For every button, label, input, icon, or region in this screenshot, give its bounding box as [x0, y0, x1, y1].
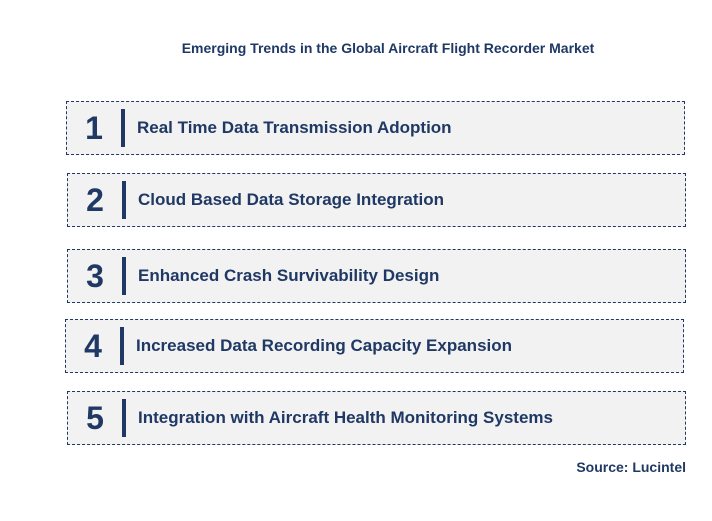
trend-divider: [121, 109, 125, 147]
trend-item-3: 3 Enhanced Crash Survivability Design: [67, 249, 686, 303]
trend-label: Enhanced Crash Survivability Design: [138, 266, 440, 285]
trend-number: 2: [86, 181, 104, 218]
trend-label: Cloud Based Data Storage Integration: [138, 190, 445, 209]
diagram-title: Emerging Trends in the Global Aircraft F…: [181, 40, 595, 56]
trend-label: Integration with Aircraft Health Monitor…: [138, 408, 553, 427]
trend-item-5: 5 Integration with Aircraft Health Monit…: [67, 391, 686, 445]
trend-divider: [122, 399, 126, 437]
trend-number: 1: [85, 109, 103, 146]
trend-label: Increased Data Recording Capacity Expans…: [136, 336, 513, 355]
trend-label: Real Time Data Transmission Adoption: [137, 118, 452, 137]
trend-divider: [120, 327, 124, 365]
trend-number: 5: [86, 399, 104, 436]
trend-item-1: 1 Real Time Data Transmission Adoption: [66, 101, 685, 155]
trend-number: 4: [84, 327, 102, 364]
source-note: Source: Lucintel: [576, 459, 686, 475]
trend-divider: [122, 181, 126, 219]
trend-number: 3: [86, 257, 104, 294]
trend-item-2: 2 Cloud Based Data Storage Integration: [67, 173, 686, 227]
trend-divider: [122, 257, 126, 295]
trend-item-4: 4 Increased Data Recording Capacity Expa…: [65, 319, 684, 373]
